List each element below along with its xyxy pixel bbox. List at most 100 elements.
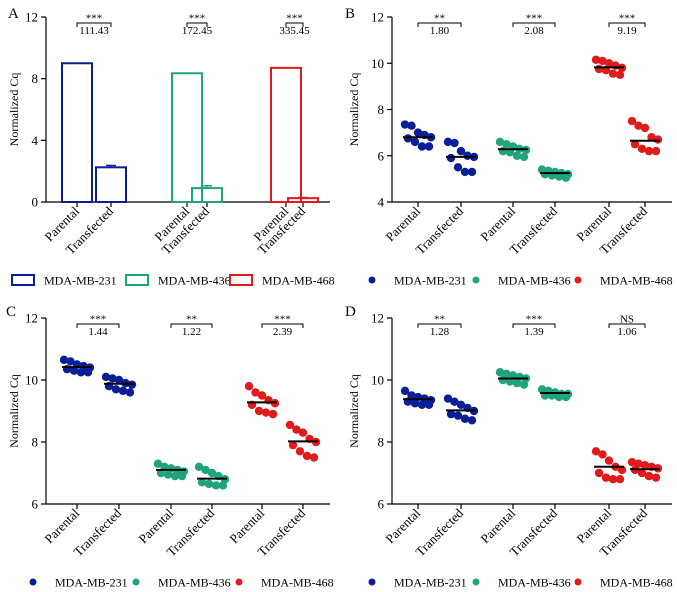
data-point-parental	[502, 139, 511, 149]
panel-label: D	[345, 304, 356, 320]
significance-bracket	[608, 22, 646, 27]
y-tick-label: 12	[371, 311, 384, 326]
y-axis-title: Normalized Cq	[347, 374, 361, 448]
y-tick-label: 4	[378, 195, 385, 210]
data-point-transfected	[640, 461, 650, 470]
data-point-transfected	[554, 392, 564, 402]
significance-stars: ***	[189, 13, 206, 25]
significance-bracket	[608, 323, 646, 328]
y-tick-label: 10	[371, 56, 384, 71]
significance-bracket	[261, 323, 304, 328]
data-point-parental	[424, 400, 434, 409]
data-point-transfected	[644, 146, 654, 156]
data-point-transfected	[114, 375, 124, 385]
panel-label: B	[345, 6, 355, 22]
legend: MDA-MB-231 MDA-MB-436 MDA-MB-468	[368, 274, 673, 288]
significance-stars: **	[434, 13, 445, 25]
data-point-transfected	[111, 385, 121, 394]
legend-swatch	[125, 274, 149, 286]
legend-swatch	[574, 276, 582, 284]
data-point-transfected	[653, 135, 663, 144]
fold-change-label: 1.22	[182, 326, 201, 338]
legend-label: MDA-MB-436	[498, 576, 571, 590]
legend-swatch	[132, 578, 140, 586]
fold-change-label: 1.39	[524, 326, 544, 338]
data-point-parental	[604, 456, 614, 465]
data-point-parental	[400, 386, 410, 396]
data-point-transfected	[211, 481, 221, 490]
data-point-transfected	[194, 462, 204, 471]
y-tick-label: 4	[32, 133, 39, 148]
legend-label: MDA-MB-436	[498, 274, 571, 288]
data-point-transfected	[201, 465, 210, 475]
significance-bracket	[76, 323, 120, 328]
data-point-transfected	[634, 121, 643, 130]
significance-bracket	[285, 22, 304, 27]
data-point-transfected	[285, 420, 295, 430]
fold-change-label: 172.45	[182, 25, 213, 37]
bar-parental	[270, 66, 302, 203]
legend-label: MDA-MB-231	[55, 576, 128, 590]
significance-bracket	[512, 22, 556, 27]
x-tick-label-parental: Parental	[226, 505, 267, 546]
significance-stars: ***	[90, 314, 107, 326]
data-point-transfected	[627, 116, 637, 126]
data-point-parental	[495, 137, 505, 147]
fold-change-label: 2.08	[524, 25, 544, 37]
panel-label: C	[6, 304, 16, 320]
legend-label: MDA-MB-231	[394, 576, 467, 590]
data-point-parental	[257, 391, 267, 400]
data-point-parental	[424, 142, 434, 151]
legend-swatch	[235, 578, 243, 586]
data-point-parental	[498, 375, 508, 385]
data-point-transfected	[450, 397, 459, 406]
data-point-transfected	[651, 146, 661, 156]
legend-swatch	[11, 274, 35, 286]
fold-change-label: 111.43	[79, 25, 109, 37]
data-point-transfected	[640, 123, 650, 133]
legend-swatch	[29, 578, 37, 586]
legend-swatch	[229, 274, 253, 286]
data-point-transfected	[288, 440, 298, 450]
data-point-parental	[407, 391, 416, 400]
legend-label: MDA-MB-468	[261, 576, 334, 590]
data-point-transfected	[302, 451, 312, 461]
data-point-transfected	[561, 173, 571, 182]
legend-label: MDA-MB-468	[600, 274, 673, 288]
y-tick-label: 12	[371, 10, 384, 25]
data-point-transfected	[637, 468, 647, 478]
x-tick-label-parental: Parental	[477, 203, 518, 244]
fold-change-label: 1.28	[430, 326, 450, 338]
data-point-parental	[608, 475, 618, 484]
data-point-transfected	[460, 167, 470, 177]
data-point-parental	[608, 69, 618, 78]
data-point-transfected	[101, 372, 111, 382]
y-tick-label: 10	[371, 373, 384, 388]
legend-swatch	[472, 578, 480, 586]
data-point-parental	[163, 470, 173, 479]
x-tick-label-transfected: Transfected	[412, 505, 466, 559]
x-tick-label-parental: Parental	[382, 203, 423, 244]
data-point-parental	[410, 137, 420, 147]
legend-label: MDA-MB-231	[44, 274, 117, 288]
data-point-transfected	[647, 133, 656, 142]
data-point-transfected	[443, 394, 453, 403]
data-point-transfected	[108, 374, 117, 383]
y-tick-label: 8	[32, 71, 39, 86]
data-point-parental	[598, 450, 607, 459]
x-tick-label-transfected: Transfected	[412, 203, 466, 257]
y-tick-label: 6	[378, 497, 385, 512]
legend-swatch	[368, 276, 376, 284]
legend-label: MDA-MB-231	[394, 274, 467, 288]
data-point-transfected	[292, 425, 301, 434]
data-point-parental	[407, 121, 416, 130]
y-tick-label: 6	[32, 497, 39, 512]
fold-change-label: 1.80	[430, 25, 450, 37]
data-point-transfected	[125, 388, 135, 397]
significance-bracket	[170, 323, 213, 328]
data-point-transfected	[644, 471, 654, 481]
